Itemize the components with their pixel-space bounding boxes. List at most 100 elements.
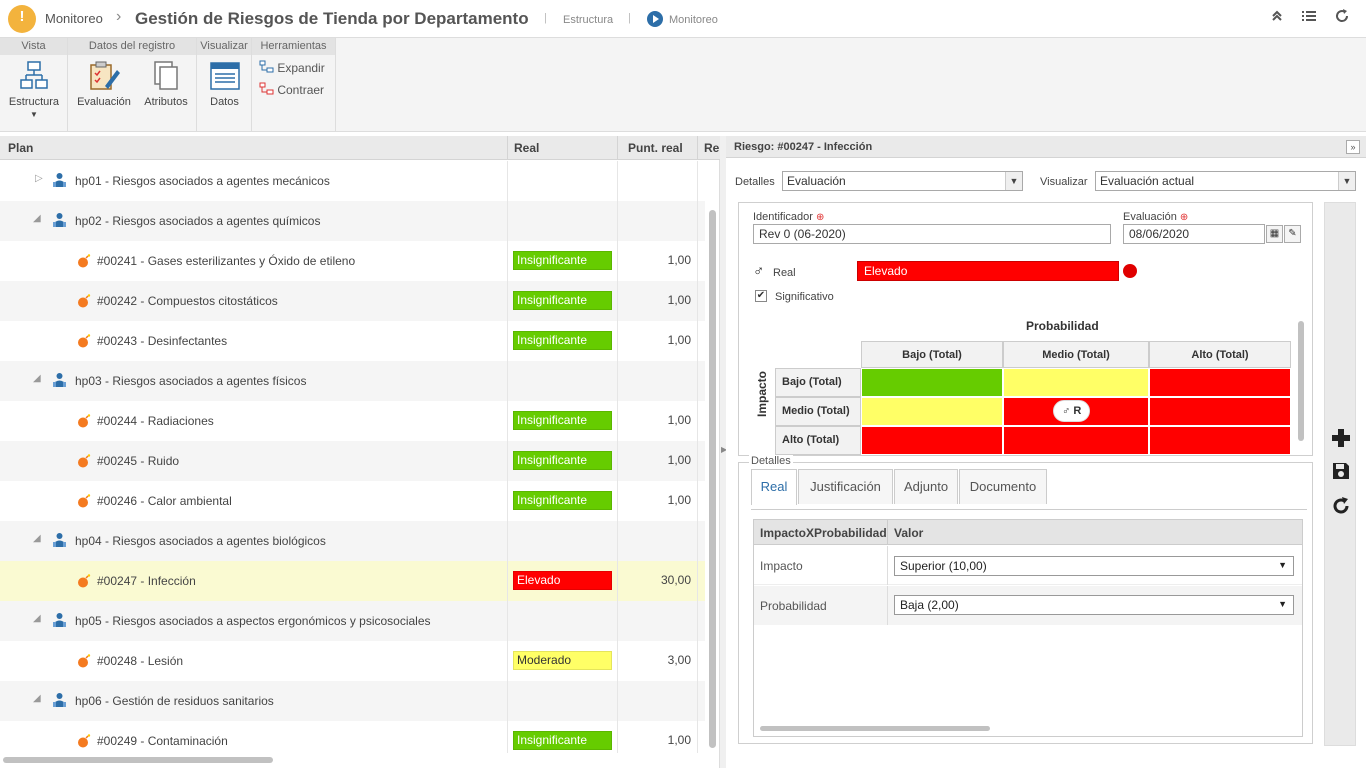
risk-label: #00242 - Compuestos citostáticos [97, 294, 278, 308]
warning-app-icon[interactable] [8, 5, 36, 33]
plan-row[interactable]: ◢ hp06 - Gestión de residuos sanitarios [0, 681, 705, 721]
plan-row[interactable]: ◢ hp03 - Riesgos asociados a agentes físi… [0, 361, 705, 401]
datos-button[interactable]: Datos [197, 60, 252, 108]
matrix-cell[interactable] [861, 426, 1003, 455]
required-icon: ⊕ [816, 212, 825, 223]
cell-divider [507, 441, 508, 481]
risk-row[interactable]: #00248 - Lesión Moderado 3,00 [0, 641, 705, 681]
plan-label: hp03 - Riesgos asociados a agentes físic… [75, 374, 307, 388]
probabilidad-select[interactable]: Baja (2,00) ▼ [894, 595, 1294, 615]
detalles-select[interactable]: Evaluación ▼ [782, 171, 1023, 191]
risk-row[interactable]: #00245 - Ruido Insignificante 1,00 [0, 441, 705, 481]
cell-divider [617, 281, 618, 321]
splitter-arrow-icon[interactable]: ▶ [721, 445, 728, 454]
risk-row[interactable]: #00246 - Calor ambiental Insignificante 1,… [0, 481, 705, 521]
risk-row[interactable]: #00249 - Contaminación Insignificante 1,00 [0, 721, 705, 753]
identificador-field[interactable]: Rev 0 (06-2020) [753, 224, 1111, 244]
risk-row[interactable]: #00244 - Radiaciones Insignificante 1,00 [0, 401, 705, 441]
breadcrumb-monitoreo[interactable]: Monitoreo [45, 11, 103, 26]
matrix-cell[interactable] [861, 368, 1003, 397]
cell-divider [507, 601, 508, 641]
expanded-toggle-icon[interactable]: ◢ [33, 613, 41, 624]
plan-row[interactable]: ◢ hp05 - Riesgos asociados a aspectos erg… [0, 601, 705, 641]
column-divider[interactable] [507, 136, 508, 160]
vertical-scrollbar[interactable] [709, 210, 716, 748]
collapsed-toggle-icon[interactable]: ▷ [35, 173, 43, 184]
matrix-cell[interactable] [1003, 368, 1149, 397]
col-header-re[interactable]: Re [704, 141, 720, 155]
evaluacion-button[interactable]: Evaluación [74, 60, 134, 108]
link-monitoreo[interactable]: Monitoreo [669, 14, 718, 26]
risk-row[interactable]: #00242 - Compuestos citostáticos Insignif… [0, 281, 705, 321]
values-table-header: ImpactoXProbabilidad Valor [754, 520, 1302, 545]
cell-divider [617, 521, 618, 561]
refresh-icon[interactable] [1331, 8, 1353, 30]
contraer-button[interactable]: Contraer [259, 82, 324, 97]
expanded-toggle-icon[interactable]: ◢ [33, 533, 41, 544]
estructura-button[interactable]: Estructura ▼ [0, 60, 68, 119]
tab-adjunto[interactable]: Adjunto [894, 469, 958, 504]
col-header-plan[interactable]: Plan [8, 141, 34, 155]
plan-row[interactable]: ◢ hp02 - Riesgos asociados a agentes quím… [0, 201, 705, 241]
tab-real[interactable]: Real [751, 469, 797, 505]
matrix-cell[interactable] [861, 397, 1003, 426]
detail-title: Riesgo: #00247 - Infección [734, 141, 873, 153]
matrix-row-header: Medio (Total) [775, 397, 861, 426]
matrix-cell[interactable] [1149, 368, 1291, 397]
col-header-real[interactable]: Real [514, 141, 540, 155]
link-estructura[interactable]: Estructura [563, 14, 614, 26]
double-chevron-up-icon[interactable] [1266, 8, 1288, 30]
play-icon [647, 11, 663, 27]
matrix-scrollbar[interactable] [1298, 321, 1304, 441]
risk-row[interactable]: #00241 - Gases esterilizantes y Óxido de… [0, 241, 705, 281]
panel-splitter[interactable] [720, 136, 726, 768]
matrix-cell[interactable] [1149, 397, 1291, 426]
punt-real-value: 3,00 [667, 653, 691, 667]
cell-divider [697, 161, 698, 201]
column-divider[interactable] [617, 136, 618, 160]
cell-divider [507, 201, 508, 241]
tab-justificacion[interactable]: Justificación [798, 469, 893, 504]
horizontal-scrollbar[interactable] [3, 757, 273, 763]
visualizar-select[interactable]: Evaluación actual ▼ [1095, 171, 1356, 191]
plan-label: hp05 - Riesgos asociados a aspectos ergo… [75, 614, 431, 628]
punt-real-value: 30,00 [660, 573, 691, 587]
risk-row[interactable]: #00243 - Desinfectantes Insignificante 1,0… [0, 321, 705, 361]
significativo-checkbox[interactable]: ✔ [755, 290, 767, 302]
save-icon[interactable] [1329, 461, 1353, 485]
list-icon[interactable] [1298, 8, 1320, 30]
data-window-icon [209, 62, 240, 90]
expanded-toggle-icon[interactable]: ◢ [33, 693, 41, 704]
table-scrollbar[interactable] [760, 726, 990, 731]
cell-divider [507, 401, 508, 441]
expandir-button[interactable]: Expandir [259, 60, 325, 75]
calendar-icon[interactable]: ▦ [1266, 225, 1283, 243]
col-header-punt-real[interactable]: Punt. real [628, 141, 683, 155]
impacto-select[interactable]: Superior (10,00) ▼ [894, 556, 1294, 576]
real-level-badge: Moderado [513, 651, 612, 670]
real-level-bar: Elevado [857, 261, 1119, 281]
risk-row[interactable]: #00247 - Infección Elevado 30,00 [0, 561, 705, 601]
expanded-toggle-icon[interactable]: ◢ [33, 213, 41, 224]
grid-header: Plan Real Punt. real Re [0, 136, 720, 160]
refresh-icon[interactable] [1329, 496, 1353, 520]
evaluacion-date-field[interactable]: 08/06/2020 [1123, 224, 1265, 244]
column-divider[interactable] [697, 136, 698, 160]
add-icon[interactable] [1329, 428, 1353, 452]
matrix-row-title: Impacto [755, 370, 769, 417]
risk-label: #00246 - Calor ambiental [97, 494, 232, 508]
matrix-real-marker[interactable]: ♂ R [1053, 400, 1091, 422]
cell-divider [697, 281, 698, 321]
plan-row[interactable]: ▷ hp01 - Riesgos asociados a agentes mecá… [0, 161, 705, 201]
tab-documento[interactable]: Documento [959, 469, 1047, 504]
clear-brush-icon[interactable]: ✎ [1284, 225, 1301, 243]
cell-divider [617, 361, 618, 401]
plan-row[interactable]: ◢ hp04 - Riesgos asociados a agentes biol… [0, 521, 705, 561]
atributos-button[interactable]: Atributos [140, 60, 192, 108]
matrix-cell[interactable] [1149, 426, 1291, 455]
matrix-cell[interactable] [1003, 426, 1149, 455]
collapse-panel-icon[interactable]: » [1346, 140, 1360, 154]
column-divider [887, 520, 888, 545]
expanded-toggle-icon[interactable]: ◢ [33, 373, 41, 384]
real-level-badge: Insignificante [513, 291, 612, 310]
